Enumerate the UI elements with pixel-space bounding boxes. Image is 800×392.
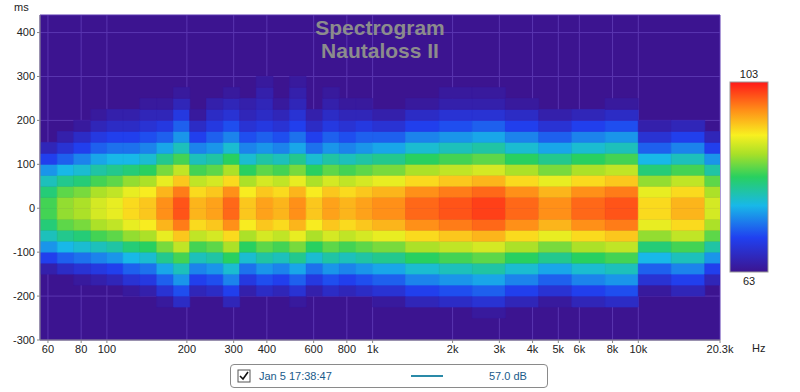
svg-text:2k: 2k — [447, 343, 459, 355]
svg-text:Jan 5 17:38:47: Jan 5 17:38:47 — [259, 370, 332, 382]
svg-text:1k: 1k — [367, 343, 379, 355]
svg-text:400: 400 — [258, 343, 276, 355]
html-text:Hz: Hz — [752, 342, 766, 354]
svg-text:800: 800 — [338, 343, 356, 355]
svg-text:100: 100 — [17, 158, 35, 170]
svg-text:300: 300 — [224, 343, 242, 355]
html-text:Nautaloss II: Nautaloss II — [321, 39, 439, 62]
svg-text:200: 200 — [178, 343, 196, 355]
svg-text:80: 80 — [75, 343, 87, 355]
svg-text:-200: -200 — [13, 290, 35, 302]
svg-text:3k: 3k — [494, 343, 506, 355]
svg-text:57.0 dB: 57.0 dB — [489, 370, 527, 382]
svg-text:400: 400 — [17, 26, 35, 38]
svg-text:100: 100 — [98, 343, 116, 355]
svg-text:103: 103 — [740, 68, 758, 80]
svg-text:8k: 8k — [607, 343, 619, 355]
svg-text:10k: 10k — [629, 343, 647, 355]
svg-text:300: 300 — [17, 70, 35, 82]
svg-text:-100: -100 — [13, 246, 35, 258]
svg-text:0: 0 — [29, 202, 35, 214]
svg-text:6k: 6k — [574, 343, 586, 355]
svg-text:-300: -300 — [13, 334, 35, 346]
svg-text:63: 63 — [743, 275, 755, 287]
svg-text:200: 200 — [17, 114, 35, 126]
svg-text:5k: 5k — [553, 343, 565, 355]
svg-text:600: 600 — [304, 343, 322, 355]
svg-text:4k: 4k — [527, 343, 539, 355]
html-text:Spectrogram: Spectrogram — [315, 16, 445, 39]
svg-text:60: 60 — [42, 343, 54, 355]
html-text:ms: ms — [14, 1, 29, 13]
svg-text:20.3k: 20.3k — [707, 343, 734, 355]
